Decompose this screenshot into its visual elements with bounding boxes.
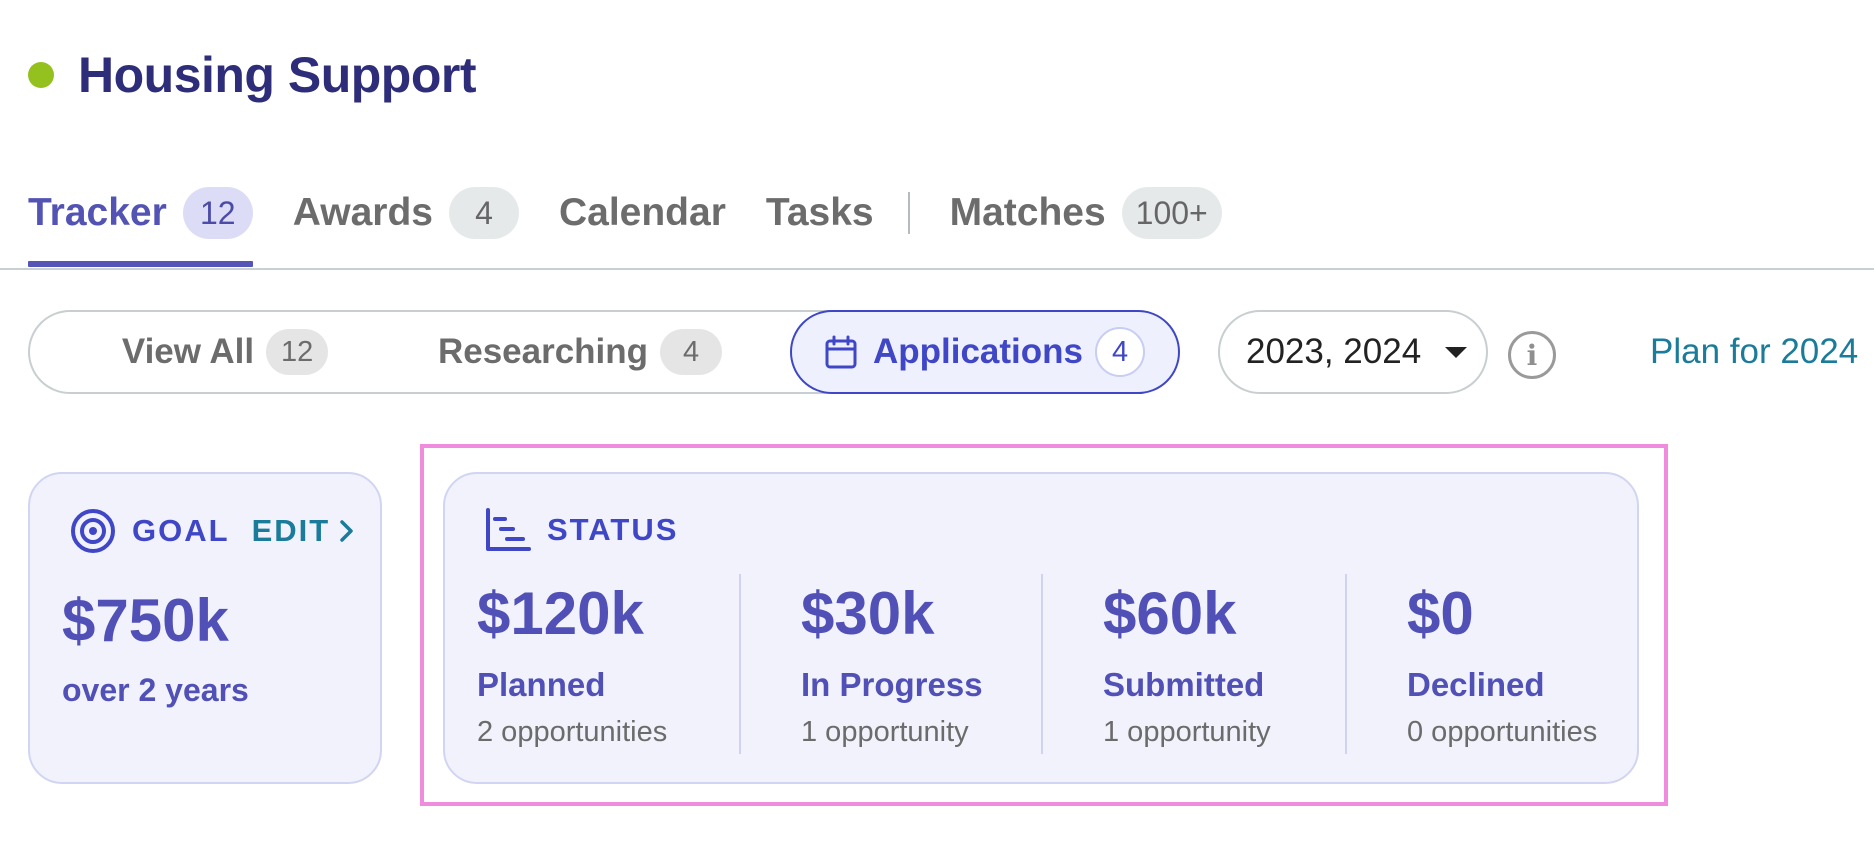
calendar-icon [825,335,857,369]
tab-matches[interactable]: Matches 100+ [950,185,1222,241]
tab-label: Matches [949,191,1106,234]
goal-period: over 2 years [62,672,249,708]
status-card: STATUS $120k Planned 2 opportunities $30… [443,472,1639,784]
stat-amount: $120k [477,580,644,647]
tab-tasks[interactable]: Tasks [766,185,874,241]
tab-label: Tasks [765,191,874,234]
stat-planned: $120k Planned 2 opportunities [477,584,667,749]
status-dot [28,62,54,88]
filter-label: Applications [872,332,1084,371]
stat-name: Declined [1407,666,1545,703]
tab-count-badge: 4 [448,187,519,239]
tabs-divider-line [0,268,1874,270]
goal-label: GOAL [132,513,230,548]
filter-count-badge: 4 [660,329,723,375]
main-tabs: Tracker 12 Awards 4 Calendar Tasks Match… [28,185,1262,270]
filter-count-badge: 4 [1095,327,1146,377]
tab-calendar[interactable]: Calendar [559,185,726,241]
tab-label: Awards [292,191,433,234]
tab-awards[interactable]: Awards 4 [293,185,519,241]
gantt-chart-icon [486,508,531,551]
stat-in-progress: $30k In Progress 1 opportunity [801,584,983,749]
plan-link[interactable]: Plan for 2024 [1650,332,1859,371]
filter-count-badge: 12 [266,329,329,375]
stat-amount: $30k [801,580,935,647]
goal-card: GOAL EDIT $750k over 2 years [28,472,382,784]
page-header: Housing Support [28,46,477,104]
stat-count: 1 opportunity [1103,716,1271,748]
year-select[interactable]: 2023, 2024 [1218,310,1488,394]
tab-count-badge: 12 [182,187,253,239]
year-select-value: 2023, 2024 [1246,332,1422,371]
stat-count: 0 opportunities [1407,716,1598,748]
tab-divider [907,192,910,234]
filter-applications[interactable]: Applications 4 [790,310,1180,394]
chevron-right-icon[interactable] [338,519,354,543]
filter-researching[interactable]: Researching 4 [430,310,730,394]
goal-header: GOAL EDIT [70,508,354,554]
filter-label: Researching [437,332,649,371]
stage-filter: View All 12 Researching 4 Applications 4 [28,310,1180,394]
stat-amount: $0 [1407,580,1474,647]
tab-count-badge: 100+ [1121,187,1222,239]
stat-divider [1345,574,1347,754]
status-label: STATUS [547,512,679,547]
stat-name: Planned [477,666,606,703]
stat-name: Submitted [1103,666,1265,703]
goal-edit-link[interactable]: EDIT [251,513,331,548]
info-icon[interactable]: i [1508,331,1556,379]
highlight-frame [420,444,1668,806]
stat-name: In Progress [801,666,983,703]
stat-count: 2 opportunities [477,716,668,748]
stat-count: 1 opportunity [801,716,969,748]
stat-divider [739,574,741,754]
tab-label: Tracker [28,191,167,234]
chevron-down-icon [1445,346,1468,358]
status-header: STATUS [485,508,678,552]
page-title: Housing Support [78,47,477,103]
filter-view-all[interactable]: View All 12 [90,310,360,394]
goal-amount: $750k [62,587,229,654]
tab-tracker[interactable]: Tracker 12 [28,185,253,267]
stat-submitted: $60k Submitted 1 opportunity [1103,584,1271,749]
stat-divider [1041,574,1043,754]
filter-label: View All [121,332,255,371]
tab-label: Calendar [558,191,726,234]
stat-declined: $0 Declined 0 opportunities [1407,584,1597,749]
stat-amount: $60k [1103,580,1237,647]
target-icon [71,509,115,553]
